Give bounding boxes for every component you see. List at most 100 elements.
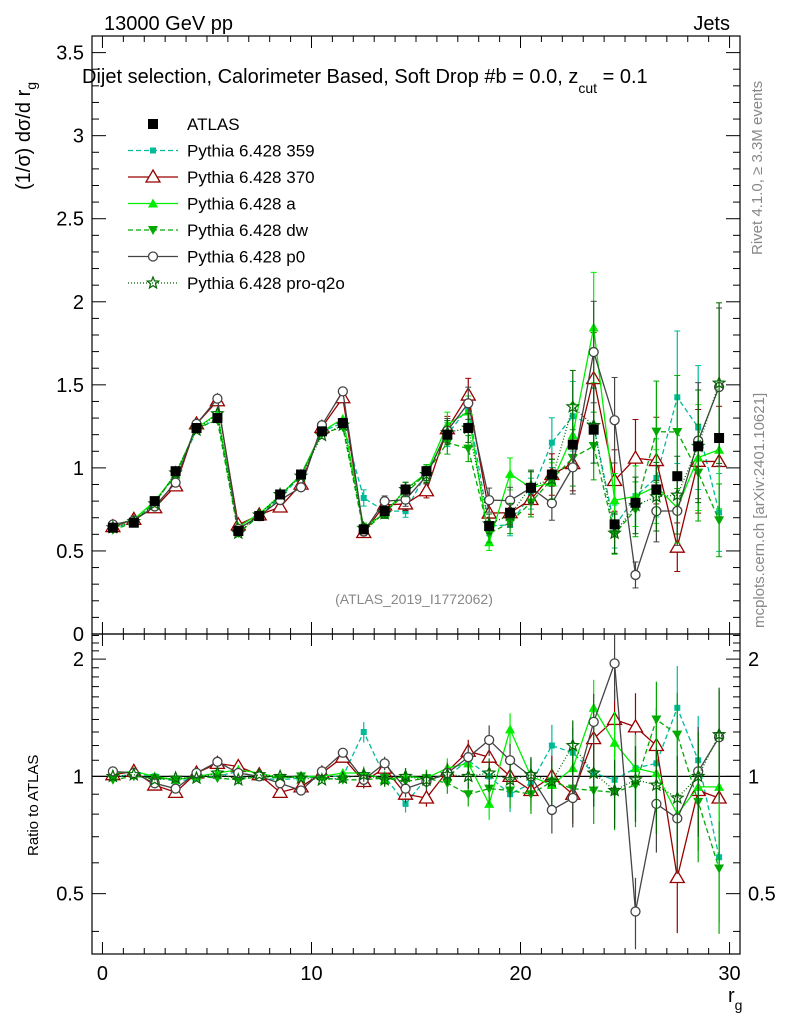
data-point-ratio	[335, 770, 351, 785]
legend-label: ATLAS	[187, 115, 240, 134]
data-point-ratio	[481, 765, 497, 780]
atlas-data-point	[296, 469, 307, 480]
legend: ATLAS Pythia 6.428 359 Pythia 6.428 370 Pyt…	[128, 115, 345, 293]
data-point-ratio	[586, 765, 601, 780]
y-tick-label: 0	[73, 624, 84, 646]
data-point-main	[609, 415, 620, 426]
data-point-ratio	[168, 770, 183, 785]
x-tick-label: 0	[97, 963, 108, 985]
atlas-data-point	[107, 522, 118, 533]
atlas-data-point	[191, 423, 202, 434]
legend-entry: ATLAS	[148, 115, 240, 134]
y-axis-label: (1/σ) dσ/d rg	[13, 82, 39, 190]
data-point-ratio	[609, 737, 620, 747]
data-point-ratio	[295, 785, 307, 796]
series-line-ratio	[112, 734, 720, 799]
data-point-ratio	[523, 767, 539, 781]
data-point-ratio	[463, 752, 474, 763]
legend-entry: Pythia 6.428 pro-q2o	[128, 274, 345, 293]
legend-label: Pythia 6.428 370	[187, 168, 315, 187]
data-point-ratio	[484, 784, 495, 794]
data-point-ratio	[463, 790, 474, 800]
series-line-ratio	[112, 663, 720, 912]
data-point-main	[379, 496, 390, 507]
data-point-ratio	[651, 715, 662, 725]
mcplots-label: mcplots.cern.ch [arXiv:2401.10621]	[751, 393, 768, 628]
legend-marker	[148, 119, 158, 129]
atlas-data-point	[714, 432, 725, 443]
data-point-ratio	[272, 768, 288, 783]
x-tick-label: 10	[300, 963, 322, 985]
data-point-ratio	[377, 772, 392, 787]
data-point-ratio	[419, 772, 434, 787]
legend-marker	[144, 168, 162, 183]
x-axis-label-main: r	[728, 985, 735, 1007]
x-axis-label-sub: g	[735, 997, 743, 1013]
data-point-main	[337, 386, 348, 397]
atlas-data-point	[421, 466, 432, 477]
data-point-ratio	[170, 783, 181, 794]
legend-marker	[148, 198, 158, 208]
data-point-main	[484, 494, 495, 506]
data-point-ratio	[546, 804, 558, 816]
atlas-data-point	[588, 424, 599, 435]
ratio-tick-label-right: 1	[748, 766, 759, 788]
data-point-main	[418, 482, 435, 497]
atlas-data-point	[651, 484, 662, 495]
data-point-main	[711, 375, 727, 390]
data-point-ratio	[505, 724, 516, 734]
data-point-main	[627, 449, 644, 464]
data-point-main	[609, 495, 620, 505]
data-point-ratio	[502, 772, 518, 787]
x-tick-label: 30	[718, 963, 740, 985]
data-point-ratio	[627, 718, 644, 733]
data-point-main	[463, 398, 474, 409]
ratio-plot-frame	[91, 633, 741, 955]
data-point-main	[548, 439, 555, 446]
legend-entry: Pythia 6.428 370	[128, 168, 315, 187]
series-line-main	[112, 327, 720, 543]
data-point-ratio	[379, 758, 390, 769]
y-tick-label: 0.5	[56, 541, 84, 563]
data-point-ratio	[628, 772, 643, 787]
data-point-main	[295, 482, 307, 493]
y-tick-label: 1.5	[56, 375, 84, 397]
data-point-ratio	[544, 773, 560, 788]
atlas-data-point	[275, 489, 286, 500]
data-point-ratio	[398, 768, 413, 783]
legend-marker	[150, 147, 156, 154]
legend-label: Pythia 6.428 359	[187, 142, 315, 161]
y-axis-label-sub: g	[23, 82, 39, 90]
atlas-data-point	[128, 517, 139, 528]
plot-title-tail: = 0.1	[597, 66, 648, 88]
series-line-ratio	[112, 718, 720, 869]
atlas-data-point	[525, 482, 536, 493]
atlas-data-point	[463, 423, 474, 434]
atlas-data-point	[630, 497, 641, 508]
data-point-ratio	[609, 658, 620, 669]
data-point-ratio	[356, 767, 371, 781]
y-tick-label: 3	[73, 126, 84, 148]
data-point-main	[651, 427, 662, 437]
data-point-ratio	[649, 777, 664, 792]
data-point-main	[505, 468, 516, 478]
data-point-main	[271, 498, 289, 513]
legend-marker	[145, 275, 161, 290]
legend-marker	[148, 226, 158, 235]
data-point-ratio	[548, 742, 555, 749]
ratio-tick-label-right: 0.5	[748, 884, 776, 906]
ratio-tick-label-left: 0.5	[56, 884, 84, 906]
data-point-main	[567, 462, 578, 473]
data-point-ratio	[402, 800, 409, 807]
data-point-main	[463, 444, 474, 454]
y-tick-label: 3.5	[56, 43, 84, 65]
data-point-main	[669, 538, 686, 553]
data-point-ratio	[231, 772, 246, 787]
data-point-ratio	[418, 789, 435, 804]
data-point-ratio	[147, 772, 162, 787]
atlas-data-point	[672, 471, 683, 482]
ratio-tick-label-right: 2	[748, 649, 759, 671]
data-point-main	[714, 516, 725, 526]
ratio-tick-label-left: 2	[73, 649, 84, 671]
